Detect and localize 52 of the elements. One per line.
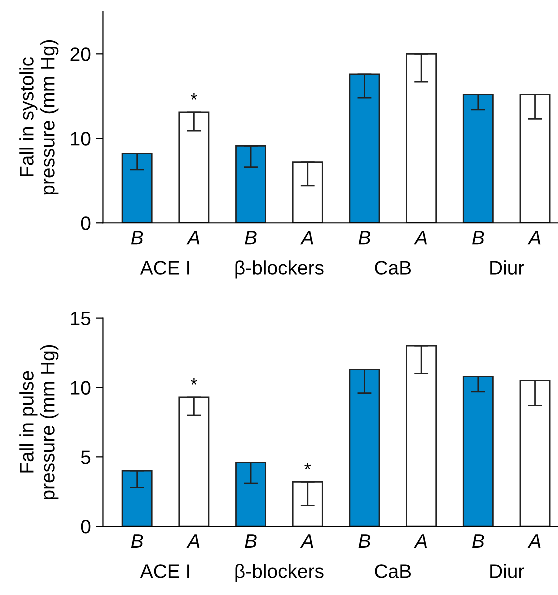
y-tick-label: 15: [71, 312, 91, 326]
bar: [349, 369, 380, 527]
data-label: *: [304, 463, 312, 470]
bar: [406, 53, 438, 224]
y-tick-label: 10: [71, 132, 91, 146]
series-label: A: [186, 231, 200, 245]
text: B: [472, 231, 484, 245]
bar: [122, 153, 153, 224]
text: A: [300, 231, 314, 245]
x-tick-label: CaB: [375, 261, 412, 275]
text: A: [528, 534, 541, 548]
bar: [178, 396, 210, 527]
y-axis-title: Fall in systolic pressure (mm Hg): [20, 40, 59, 195]
y-tick-label: 20: [70, 48, 91, 62]
bar: [520, 94, 551, 224]
x-tick-label: β-blockers: [236, 260, 324, 279]
bar: [178, 112, 210, 224]
bar: [236, 146, 267, 224]
x-tick-label: β-blockers: [236, 564, 324, 582]
text: A: [414, 231, 428, 245]
bar: [236, 462, 267, 527]
text: A: [414, 534, 428, 548]
x-tick-label: ACE I: [140, 564, 190, 578]
series-label: B: [131, 231, 144, 245]
y-tick-label: 10: [71, 381, 91, 395]
series-label: B: [131, 534, 144, 548]
bar: [349, 74, 380, 224]
series-label: A: [186, 534, 200, 548]
bar: [122, 470, 153, 527]
text: B: [472, 534, 484, 548]
text: B: [358, 231, 371, 245]
data-label: *: [190, 93, 198, 100]
bar: [520, 380, 551, 527]
y-tick-label: 0: [81, 520, 91, 534]
x-tick-label: CaB: [375, 564, 412, 578]
y-tick-label: 5: [81, 450, 91, 464]
x-tick-label: ACE I: [140, 261, 190, 275]
y-axis-title: Fall in pulse pressure (mm Hg): [20, 345, 59, 500]
bar: [462, 376, 494, 527]
text: A: [528, 231, 541, 245]
bar: [292, 162, 324, 224]
bar: [462, 94, 494, 224]
x-tick-label: Diur: [490, 260, 524, 275]
x-tick-label: Diur: [490, 564, 524, 578]
text: B: [245, 534, 257, 548]
text: B: [245, 231, 257, 245]
data-label: *: [190, 378, 198, 385]
y-tick-label: 0: [81, 216, 91, 230]
bar: [292, 481, 324, 527]
text: B: [358, 534, 371, 548]
text: A: [300, 534, 314, 548]
bar: [406, 345, 438, 527]
